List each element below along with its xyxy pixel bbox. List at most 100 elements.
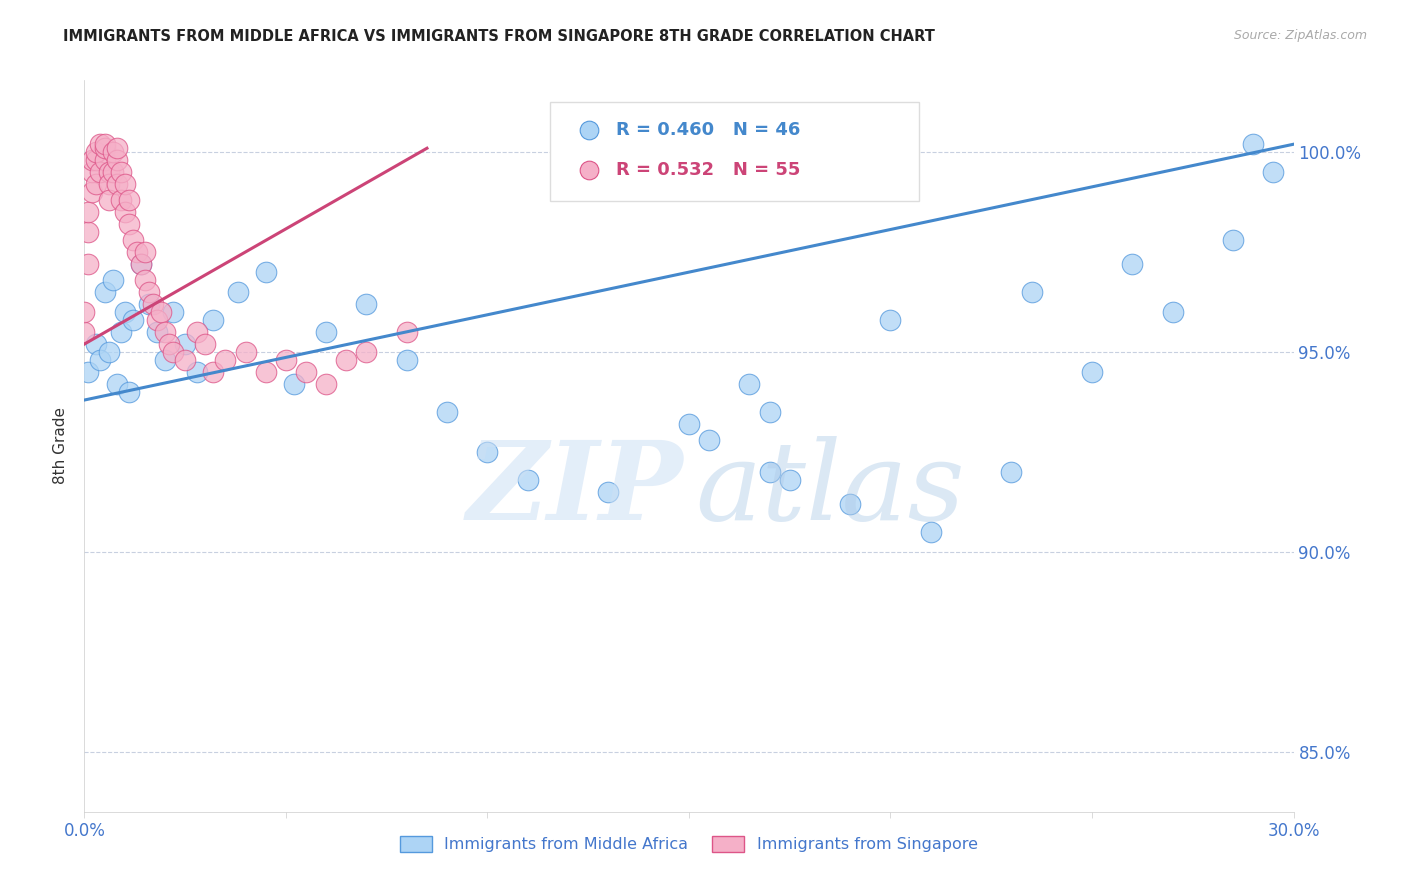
- Point: [1021, 285, 1043, 299]
- Point: [295, 365, 318, 379]
- Point: [118, 217, 141, 231]
- Point: [114, 178, 136, 192]
- Point: [89, 137, 111, 152]
- Point: [101, 273, 124, 287]
- Point: [1222, 233, 1244, 247]
- Point: [779, 473, 801, 487]
- Point: [93, 137, 115, 152]
- Point: [315, 325, 337, 339]
- Point: [1161, 305, 1184, 319]
- Point: [436, 405, 458, 419]
- Text: ZIP: ZIP: [467, 436, 683, 543]
- Point: [1081, 365, 1104, 379]
- Text: R = 0.460   N = 46: R = 0.460 N = 46: [616, 121, 801, 139]
- Y-axis label: 8th Grade: 8th Grade: [53, 408, 69, 484]
- Point: [315, 377, 337, 392]
- Point: [1263, 165, 1285, 179]
- Point: [839, 497, 862, 511]
- Point: [77, 205, 100, 219]
- Text: Source: ZipAtlas.com: Source: ZipAtlas.com: [1233, 29, 1367, 42]
- Point: [678, 417, 700, 431]
- Point: [254, 365, 277, 379]
- Point: [101, 145, 124, 160]
- Point: [335, 353, 357, 368]
- Point: [82, 165, 104, 179]
- Point: [153, 325, 176, 339]
- Point: [89, 165, 111, 179]
- Point: [356, 345, 378, 359]
- Point: [105, 178, 128, 192]
- Point: [516, 473, 538, 487]
- Point: [77, 225, 100, 239]
- Point: [758, 405, 780, 419]
- Point: [1121, 257, 1143, 271]
- Point: [395, 353, 418, 368]
- Point: [93, 285, 115, 299]
- Point: [129, 257, 152, 271]
- Point: [114, 305, 136, 319]
- Point: [129, 257, 152, 271]
- Point: [157, 337, 180, 351]
- Point: [73, 305, 96, 319]
- Point: [82, 185, 104, 199]
- Point: [105, 377, 128, 392]
- Point: [214, 353, 236, 368]
- Text: IMMIGRANTS FROM MIDDLE AFRICA VS IMMIGRANTS FROM SINGAPORE 8TH GRADE CORRELATION: IMMIGRANTS FROM MIDDLE AFRICA VS IMMIGRA…: [63, 29, 935, 44]
- Point: [758, 465, 780, 479]
- Text: atlas: atlas: [695, 436, 965, 543]
- Point: [138, 285, 160, 299]
- Point: [86, 337, 108, 351]
- Point: [93, 141, 115, 155]
- Point: [202, 365, 225, 379]
- Point: [93, 153, 115, 168]
- Point: [920, 524, 942, 539]
- Point: [105, 153, 128, 168]
- Point: [146, 325, 169, 339]
- Point: [1000, 465, 1022, 479]
- Point: [283, 377, 305, 392]
- Point: [89, 353, 111, 368]
- Point: [97, 193, 120, 207]
- Point: [1241, 137, 1264, 152]
- Point: [101, 165, 124, 179]
- Point: [77, 365, 100, 379]
- Point: [138, 297, 160, 311]
- Point: [82, 153, 104, 168]
- Point: [110, 325, 132, 339]
- Point: [77, 257, 100, 271]
- Point: [879, 313, 901, 327]
- Point: [97, 165, 120, 179]
- Point: [142, 297, 165, 311]
- Point: [226, 285, 249, 299]
- Point: [134, 273, 156, 287]
- Point: [118, 193, 141, 207]
- Point: [86, 153, 108, 168]
- Point: [162, 305, 184, 319]
- Point: [114, 205, 136, 219]
- Point: [125, 245, 148, 260]
- Point: [86, 145, 108, 160]
- Point: [110, 193, 132, 207]
- Point: [110, 165, 132, 179]
- Point: [356, 297, 378, 311]
- Point: [97, 178, 120, 192]
- FancyBboxPatch shape: [550, 103, 918, 201]
- Point: [174, 353, 197, 368]
- Point: [134, 245, 156, 260]
- Point: [121, 233, 143, 247]
- Point: [395, 325, 418, 339]
- Point: [598, 485, 620, 500]
- Point: [254, 265, 277, 279]
- Text: R = 0.532   N = 55: R = 0.532 N = 55: [616, 161, 801, 178]
- Point: [202, 313, 225, 327]
- Point: [121, 313, 143, 327]
- Point: [146, 313, 169, 327]
- Point: [697, 433, 720, 447]
- Point: [186, 325, 208, 339]
- Point: [274, 353, 297, 368]
- Point: [162, 345, 184, 359]
- Legend: Immigrants from Middle Africa, Immigrants from Singapore: Immigrants from Middle Africa, Immigrant…: [394, 830, 984, 859]
- Point: [738, 377, 761, 392]
- Point: [97, 345, 120, 359]
- Point: [86, 178, 108, 192]
